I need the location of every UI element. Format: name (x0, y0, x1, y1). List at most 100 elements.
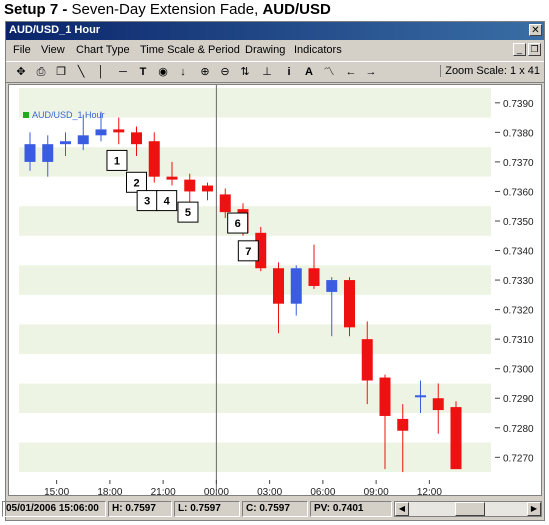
window-titlebar[interactable]: AUD/USD_1 Hour ✕ (6, 22, 544, 40)
y-tick-label: 0.7380 (503, 128, 534, 139)
x-tick-label: 12:00 (417, 487, 442, 495)
x-tick-label: 18:00 (97, 487, 122, 495)
close-button[interactable]: ✕ (529, 24, 542, 36)
status-low: L: 0.7597 (174, 501, 240, 517)
count-box (237, 240, 259, 262)
grid-band (19, 442, 491, 473)
candle-body (255, 232, 267, 269)
heading-pair: AUD/USD (262, 1, 331, 18)
chart-area[interactable]: 0.7390 0.7380 0.7370 0.7360 0.7350 0.7340 0.73… (8, 84, 542, 496)
y-tick-label: 0.7390 (503, 99, 534, 110)
circle-tool-icon[interactable]: ◉ (158, 66, 168, 78)
vertical-line-icon[interactable]: │ (97, 66, 105, 78)
candle-body (450, 407, 462, 470)
y-tick-label: 0.7370 (503, 158, 534, 169)
y-tick-label: 0.7360 (503, 187, 534, 198)
candle-body (95, 129, 107, 136)
y-tick-label: 0.7340 (503, 247, 534, 258)
y-tick-label: 0.7330 (503, 276, 534, 287)
candle-body (344, 280, 355, 328)
grid-band (19, 324, 491, 354)
candle-body (290, 268, 302, 304)
count-label: 6 (235, 218, 241, 230)
font-icon[interactable]: A (305, 66, 313, 78)
scroll-right-arrow-icon[interactable]: ▶ (527, 502, 541, 516)
menubar: File View Chart Type Time Scale & Period… (6, 42, 544, 60)
menu-time-scale[interactable]: Time Scale & Period (140, 44, 240, 56)
status-bar: 05/01/2006 15:06:00 H: 0.7597 L: 0.7597 … (2, 499, 544, 520)
candle-body (361, 339, 373, 381)
copy-icon[interactable]: ❐ (56, 66, 66, 78)
candle-body (166, 176, 178, 180)
status-pv: PV: 0.7401 (310, 501, 392, 517)
y-tick-label: 0.7350 (503, 217, 534, 228)
y-tick-label: 0.7310 (503, 335, 534, 346)
text-tool-icon[interactable]: T (139, 66, 147, 78)
candle-body (326, 280, 338, 292)
info-icon[interactable]: i (287, 66, 291, 78)
horizontal-line-icon[interactable]: ─ (119, 66, 127, 78)
candle-body (77, 135, 89, 145)
zoom-out-icon[interactable]: ⊖ (220, 66, 230, 78)
scroll-left-arrow-icon[interactable]: ◀ (395, 502, 409, 516)
y-tick-label: 0.7270 (503, 453, 534, 464)
candle-body (308, 268, 320, 286)
scrollbar-thumb[interactable] (455, 502, 485, 516)
heading-middle: Seven-Day Extension Fade, (71, 1, 263, 18)
line-chart-icon[interactable]: 〽 (323, 66, 335, 78)
horizontal-scrollbar[interactable]: ◀ ▶ (394, 501, 542, 517)
close-icon: ✕ (531, 25, 540, 36)
x-tick-label: 15:00 (44, 487, 69, 495)
count-label: 4 (164, 196, 171, 208)
count-label: 7 (245, 246, 251, 258)
candlestick-chart[interactable]: 0.7390 0.7380 0.7370 0.7360 0.7350 0.7340 0.73… (9, 85, 541, 495)
x-tick-label: 21:00 (151, 487, 176, 495)
grid-band (19, 383, 491, 414)
candle-body (202, 185, 213, 192)
status-high: H: 0.7597 (108, 501, 172, 517)
y-tick-label: 0.7290 (503, 394, 534, 405)
candle-body (24, 144, 36, 162)
candle-body (60, 141, 71, 145)
menu-file[interactable]: File (13, 44, 31, 56)
menu-chart-type[interactable]: Chart Type (76, 44, 130, 56)
tile-icon[interactable]: ⊥ (262, 66, 272, 78)
menu-drawing[interactable]: Drawing (245, 44, 286, 56)
y-tick-label: 0.7280 (503, 424, 534, 435)
print-icon[interactable]: ⎙ (36, 66, 46, 78)
candle-body (432, 398, 444, 411)
minimize-icon: _ (516, 44, 522, 54)
x-tick-label: 06:00 (310, 487, 335, 495)
status-close: C: 0.7597 (242, 501, 308, 517)
count-box (106, 149, 128, 171)
x-tick-label: 03:00 (257, 487, 282, 495)
candle-body (415, 395, 426, 398)
legend-label: AUD/USD_1 Hour (32, 110, 105, 120)
window-title: AUD/USD_1 Hour (9, 24, 101, 36)
cursor-arrows-icon[interactable]: ✥ (16, 66, 26, 78)
menu-view[interactable]: View (41, 44, 65, 56)
trendline-icon[interactable]: ╲ (77, 66, 85, 78)
zoom-in-icon[interactable]: ⊕ (200, 66, 210, 78)
down-arrow-tool-icon[interactable]: ↓ (180, 66, 186, 78)
toolbar: ✥ ⎙ ❐ ╲ │ ─ T ◉ ↓ ⊕ ⊖ ⇅ ⊥ i A 〽 ← → Zoom… (6, 61, 544, 83)
scroll-right-icon[interactable]: → (365, 66, 377, 78)
count-label: 1 (114, 155, 120, 167)
restore-icon: ❐ (530, 44, 539, 54)
restore-button[interactable]: ❐ (528, 43, 541, 56)
fit-icon[interactable]: ⇅ (240, 66, 250, 78)
scroll-left-icon[interactable]: ← (345, 66, 357, 78)
menu-indicators[interactable]: Indicators (294, 44, 342, 56)
minimize-button[interactable]: _ (513, 43, 526, 56)
candle-body (397, 418, 409, 431)
status-datetime: 05/01/2006 15:06:00 (2, 501, 106, 517)
grid-band (19, 206, 491, 236)
candle-body (148, 141, 160, 177)
candle-body (273, 268, 284, 304)
x-tick-label: 00:00 (204, 487, 229, 495)
grid-band (19, 147, 491, 177)
candle-body (379, 377, 391, 416)
count-label: 2 (133, 177, 139, 189)
candle-body (184, 179, 196, 192)
zoom-scale-label: Zoom Scale: 1 x 41 (440, 65, 540, 77)
